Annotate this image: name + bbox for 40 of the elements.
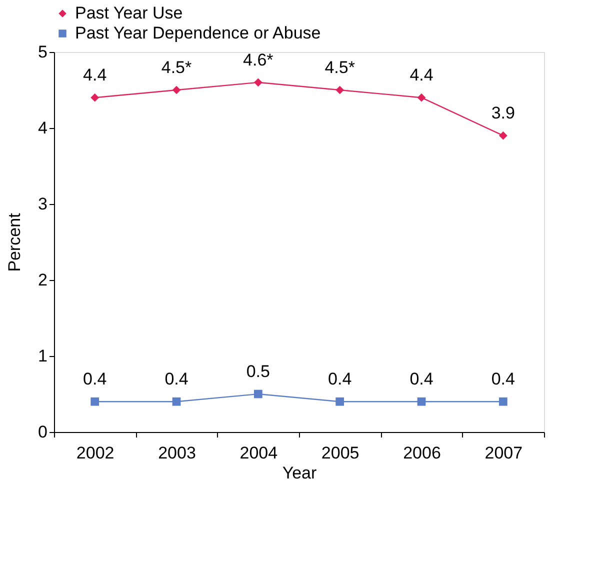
data-label: 4.4 (410, 66, 434, 85)
point (90, 397, 100, 406)
data-label: 4.5* (161, 58, 192, 77)
x-tick-label: 2007 (484, 444, 523, 462)
y-tick-label: 4 (38, 118, 48, 138)
y-tick-label: 2 (38, 270, 48, 290)
point (417, 397, 426, 406)
data-label: 4.6* (243, 50, 274, 70)
point (172, 86, 181, 94)
data-label: 0.4 (328, 370, 352, 389)
y-tick-label: 5 (38, 42, 48, 62)
x-tick-label: 2005 (321, 444, 360, 462)
y-tick-label: 1 (38, 346, 48, 366)
point (90, 93, 100, 102)
legend-label: Past Year Use (75, 4, 183, 22)
data-label: 0.4 (410, 370, 434, 389)
data-label: 3.9 (491, 104, 515, 123)
data-label: 4.4 (83, 66, 107, 85)
x-axis-title: Year (282, 464, 318, 482)
point (498, 131, 508, 140)
point (417, 93, 426, 102)
x-tick-label: 2002 (76, 444, 114, 462)
y-axis-title: Percent (5, 212, 24, 272)
data-label: 0.4 (83, 370, 107, 389)
point (172, 397, 181, 406)
x-tick-label: 2006 (403, 444, 441, 462)
point (254, 78, 262, 87)
x-tick-label: 2003 (158, 444, 196, 462)
data-label: 4.5* (324, 58, 356, 77)
point (336, 86, 344, 94)
data-label: 0.4 (164, 370, 188, 389)
point (254, 390, 262, 398)
y-tick-label: 0 (38, 422, 48, 442)
x-tick-label: 2004 (240, 444, 278, 462)
data-label: 0.4 (491, 370, 515, 389)
point (498, 397, 508, 406)
y-tick-label: 3 (38, 194, 48, 214)
point (336, 397, 344, 406)
legend-label: Past Year Dependence or Abuse (75, 24, 321, 42)
data-label: 0.5 (246, 362, 270, 381)
